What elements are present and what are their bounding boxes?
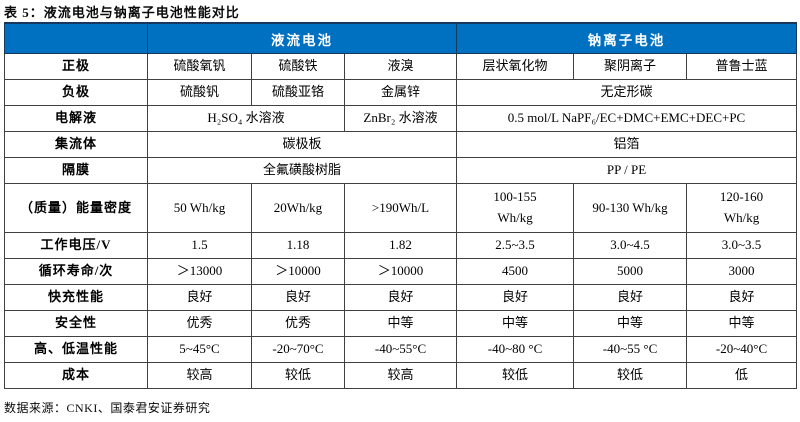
table-cell: 硫酸亚铬 bbox=[251, 79, 345, 106]
row-label: 负极 bbox=[4, 79, 148, 106]
battery-comparison-table: 液流电池 钠离子电池 正极 硫酸氧钒 硫酸铁 液溴 层状氧化物 聚阴离子 普鲁士… bbox=[4, 22, 798, 389]
table-cell: 4500 bbox=[456, 258, 575, 285]
table-row-cycle-life: 循环寿命/次 ＞13000 ＞10000 ＞10000 4500 5000 30… bbox=[4, 258, 798, 285]
row-label: 高、低温性能 bbox=[4, 336, 148, 363]
table-cell: 1.18 bbox=[251, 232, 345, 259]
table-cell: 3.0~3.5 bbox=[686, 232, 798, 259]
table-cell: 全氟磺酸树脂 bbox=[146, 157, 458, 184]
table-cell: 较低 bbox=[456, 362, 575, 389]
table-cell: 中等 bbox=[573, 310, 688, 337]
table-cell: ＞10000 bbox=[343, 258, 458, 285]
table-cell: 金属锌 bbox=[343, 79, 458, 106]
table-row-cost: 成本 较高 较低 较高 较低 较低 低 bbox=[4, 362, 798, 389]
table-row-current-collector: 集流体 碳极板 铝箔 bbox=[4, 131, 798, 158]
row-label: 正极 bbox=[4, 53, 148, 80]
row-label: 电解液 bbox=[4, 105, 148, 132]
table-cell: 液溴 bbox=[343, 53, 458, 80]
table-cell: 普鲁士蓝 bbox=[686, 53, 798, 80]
table-cell: 0.5 mol/L NaPF₆/EC+DMC+EMC+DEC+PC bbox=[456, 105, 798, 132]
table-cell: 碳极板 bbox=[146, 131, 458, 158]
table-row-working-voltage: 工作电压/V 1.5 1.18 1.82 2.5~3.5 3.0~4.5 3.0… bbox=[4, 232, 798, 259]
table-cell: 1.5 bbox=[147, 232, 252, 259]
table-cell: 100-155 Wh/kg bbox=[456, 183, 575, 233]
table-cell: 50 Wh/kg bbox=[147, 183, 252, 233]
row-label: 循环寿命/次 bbox=[4, 258, 148, 285]
table-cell: 层状氧化物 bbox=[456, 53, 575, 80]
table-row-electrolyte: 电解液 H₂SO₄ 水溶液 ZnBr₂ 水溶液 0.5 mol/L NaPF₆/… bbox=[4, 105, 798, 132]
row-label: 工作电压/V bbox=[4, 232, 148, 259]
table-row-safety: 安全性 优秀 优秀 中等 中等 中等 中等 bbox=[4, 310, 798, 337]
table-cell: 120-160 Wh/kg bbox=[686, 183, 798, 233]
table-cell: 中等 bbox=[686, 310, 798, 337]
table-row-anode: 负极 硫酸钒 硫酸亚铬 金属锌 无定形碳 bbox=[4, 79, 798, 106]
table-cell: ＞13000 bbox=[147, 258, 252, 285]
table-row-separator: 隔膜 全氟磺酸树脂 PP / PE bbox=[4, 157, 798, 184]
data-source-note: 数据来源：CNKI、国泰君安证券研究 bbox=[4, 401, 211, 415]
table-row-energy-density: （质量）能量密度 50 Wh/kg 20Wh/kg >190Wh/L 100-1… bbox=[4, 183, 798, 233]
table-cell: H₂SO₄ 水溶液 bbox=[147, 105, 345, 132]
table-cell: 中等 bbox=[456, 310, 575, 337]
table-cell: PP / PE bbox=[456, 157, 798, 184]
table-cell: 90-130 Wh/kg bbox=[573, 183, 688, 233]
row-label: 快充性能 bbox=[4, 284, 148, 311]
table-cell: 较低 bbox=[573, 362, 688, 389]
table-cell: 1.82 bbox=[343, 232, 458, 259]
header-row: 液流电池 钠离子电池 bbox=[4, 22, 798, 54]
table-cell: 较低 bbox=[251, 362, 345, 389]
table-cell: 中等 bbox=[343, 310, 458, 337]
row-label: 隔膜 bbox=[4, 157, 148, 184]
table-title: 表 5：液流电池与钠离子电池性能对比 bbox=[4, 5, 240, 20]
table-cell: 3.0~4.5 bbox=[573, 232, 688, 259]
table-row-temperature-performance: 高、低温性能 5~45°C -20~70°C -40~55°C -40~80 °… bbox=[4, 336, 798, 363]
row-label: （质量）能量密度 bbox=[4, 183, 148, 233]
table-cell: 硫酸钒 bbox=[147, 79, 252, 106]
row-label: 成本 bbox=[4, 362, 148, 389]
table-cell: -20~40°C bbox=[686, 336, 798, 363]
table-cell: 2.5~3.5 bbox=[456, 232, 575, 259]
table-cell: 硫酸氧钒 bbox=[147, 53, 252, 80]
table-cell: 较高 bbox=[343, 362, 458, 389]
table-cell: 较高 bbox=[147, 362, 252, 389]
table-row-cathode: 正极 硫酸氧钒 硫酸铁 液溴 层状氧化物 聚阴离子 普鲁士蓝 bbox=[4, 53, 798, 80]
table-cell: 良好 bbox=[343, 284, 458, 311]
table-cell: 优秀 bbox=[251, 310, 345, 337]
table-cell: >190Wh/L bbox=[343, 183, 458, 233]
table-cell: -40~80 °C bbox=[456, 336, 575, 363]
table-cell: ＞10000 bbox=[251, 258, 345, 285]
table-cell: -40~55 °C bbox=[573, 336, 688, 363]
row-label: 安全性 bbox=[4, 310, 148, 337]
table-cell: 硫酸铁 bbox=[251, 53, 345, 80]
table-cell: 5~45°C bbox=[147, 336, 252, 363]
table-cell: 聚阴离子 bbox=[573, 53, 688, 80]
header-group-flow-battery: 液流电池 bbox=[146, 22, 458, 54]
row-label: 集流体 bbox=[4, 131, 148, 158]
table-row-fast-charge: 快充性能 良好 良好 良好 良好 良好 良好 bbox=[4, 284, 798, 311]
table-cell: 无定形碳 bbox=[456, 79, 798, 106]
table-cell: -20~70°C bbox=[251, 336, 345, 363]
table-cell: 3000 bbox=[686, 258, 798, 285]
table-cell: 优秀 bbox=[147, 310, 252, 337]
table-cell: 低 bbox=[686, 362, 798, 389]
table-cell: 良好 bbox=[456, 284, 575, 311]
table-cell: 铝箔 bbox=[456, 131, 798, 158]
table-cell: 良好 bbox=[147, 284, 252, 311]
table-cell: 20Wh/kg bbox=[251, 183, 345, 233]
table-cell: 良好 bbox=[686, 284, 798, 311]
table-cell: 5000 bbox=[573, 258, 688, 285]
table-cell: 良好 bbox=[251, 284, 345, 311]
table-cell: ZnBr₂ 水溶液 bbox=[343, 105, 458, 132]
header-group-sodium-battery: 钠离子电池 bbox=[456, 22, 798, 54]
table-cell: 良好 bbox=[573, 284, 688, 311]
header-empty-cell bbox=[4, 22, 148, 54]
table-cell: -40~55°C bbox=[343, 336, 458, 363]
